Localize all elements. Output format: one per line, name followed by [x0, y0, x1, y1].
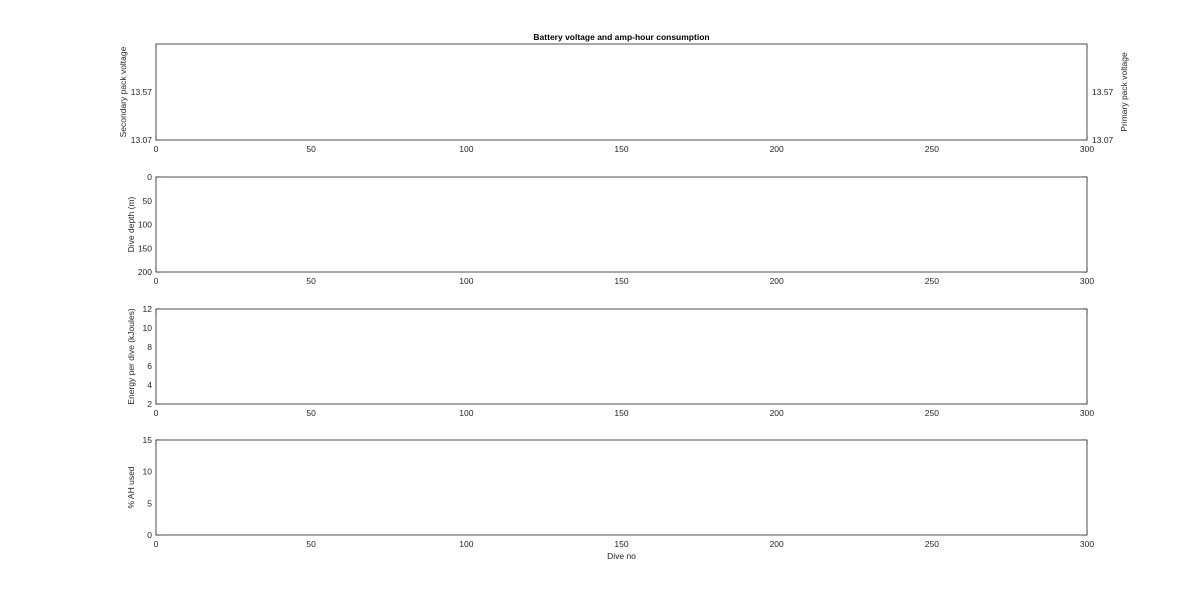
x-tick-label: 300: [1080, 144, 1094, 154]
y-tick-label: 5: [147, 498, 152, 508]
x-tick-label: 0: [154, 408, 159, 418]
axis-box: [155, 176, 1088, 273]
y-tick-label: 150: [138, 243, 152, 253]
panel-4: 0 50 100 150 200 250 300 0 5 10 15 % AH used Dive no: [126, 435, 1094, 561]
y-axis-label: Dive depth (m): [126, 196, 136, 252]
x-tick-label: 100: [459, 144, 473, 154]
y-tick-label: 4: [147, 380, 152, 390]
y-tick-label: 12: [143, 304, 153, 314]
panel-3: 0 50 100 150 200 250 300 2 4 6 8 10 12 Energy per div…: [126, 304, 1094, 418]
panel-1: 0 50 100 150 200 250 30013.0713.5713.0713.57Ba…: [118, 32, 1129, 154]
x-tick-label: 200: [770, 539, 784, 549]
y-right-tick-label: 13.07: [1092, 135, 1114, 145]
y-axis-label-right: Primary pack voltage: [1119, 52, 1129, 132]
x-tick-label: 100: [459, 539, 473, 549]
x-tick-label: 150: [614, 144, 628, 154]
x-tick-label: 250: [925, 539, 939, 549]
y-tick-label: 10: [143, 323, 153, 333]
axis-box: [155, 308, 1088, 405]
panel-2: 0 50 100 150 200 250 300 0 50 100 150 200 Dive depth…: [126, 172, 1094, 286]
x-tick-label: 50: [306, 144, 316, 154]
y-tick-label: 0: [147, 172, 152, 182]
x-tick-label: 150: [614, 408, 628, 418]
x-tick-label: 0: [154, 276, 159, 286]
y-tick-label: 2: [147, 399, 152, 409]
x-tick-label: 0: [154, 144, 159, 154]
x-tick-label: 300: [1080, 408, 1094, 418]
x-tick-label: 300: [1080, 539, 1094, 549]
x-tick-label: 200: [770, 408, 784, 418]
y-tick-label: 100: [138, 220, 152, 230]
y-tick-label: 15: [143, 435, 153, 445]
axis-box: [155, 43, 1088, 141]
y-tick-label: 10: [143, 467, 153, 477]
y-axis-label: Secondary pack voltage: [118, 46, 128, 137]
y-axis-label: % AH used: [126, 466, 136, 508]
x-tick-label: 200: [770, 276, 784, 286]
x-tick-label: 300: [1080, 276, 1094, 286]
y-tick-label: 200: [138, 267, 152, 277]
x-tick-label: 100: [459, 276, 473, 286]
x-tick-label: 50: [306, 408, 316, 418]
x-axis-label: Dive no: [607, 551, 636, 561]
x-tick-label: 50: [306, 276, 316, 286]
x-tick-label: 250: [925, 276, 939, 286]
y-right-tick-label: 13.57: [1092, 87, 1114, 97]
y-tick-label: 6: [147, 361, 152, 371]
x-tick-label: 250: [925, 408, 939, 418]
y-tick-label: 0: [147, 530, 152, 540]
x-tick-label: 150: [614, 539, 628, 549]
x-tick-label: 250: [925, 144, 939, 154]
x-tick-label: 200: [770, 144, 784, 154]
y-tick-label: 8: [147, 342, 152, 352]
x-tick-label: 0: [154, 539, 159, 549]
y-tick-label: 50: [143, 196, 153, 206]
x-tick-label: 100: [459, 408, 473, 418]
x-tick-label: 150: [614, 276, 628, 286]
y-axis-label: Energy per dive (kJoules): [126, 308, 136, 405]
y-tick-label: 13.57: [131, 87, 153, 97]
axis-box: [155, 439, 1088, 536]
y-tick-label: 13.07: [131, 135, 153, 145]
chart-title: Battery voltage and amp-hour consumption: [533, 32, 709, 42]
x-tick-label: 50: [306, 539, 316, 549]
